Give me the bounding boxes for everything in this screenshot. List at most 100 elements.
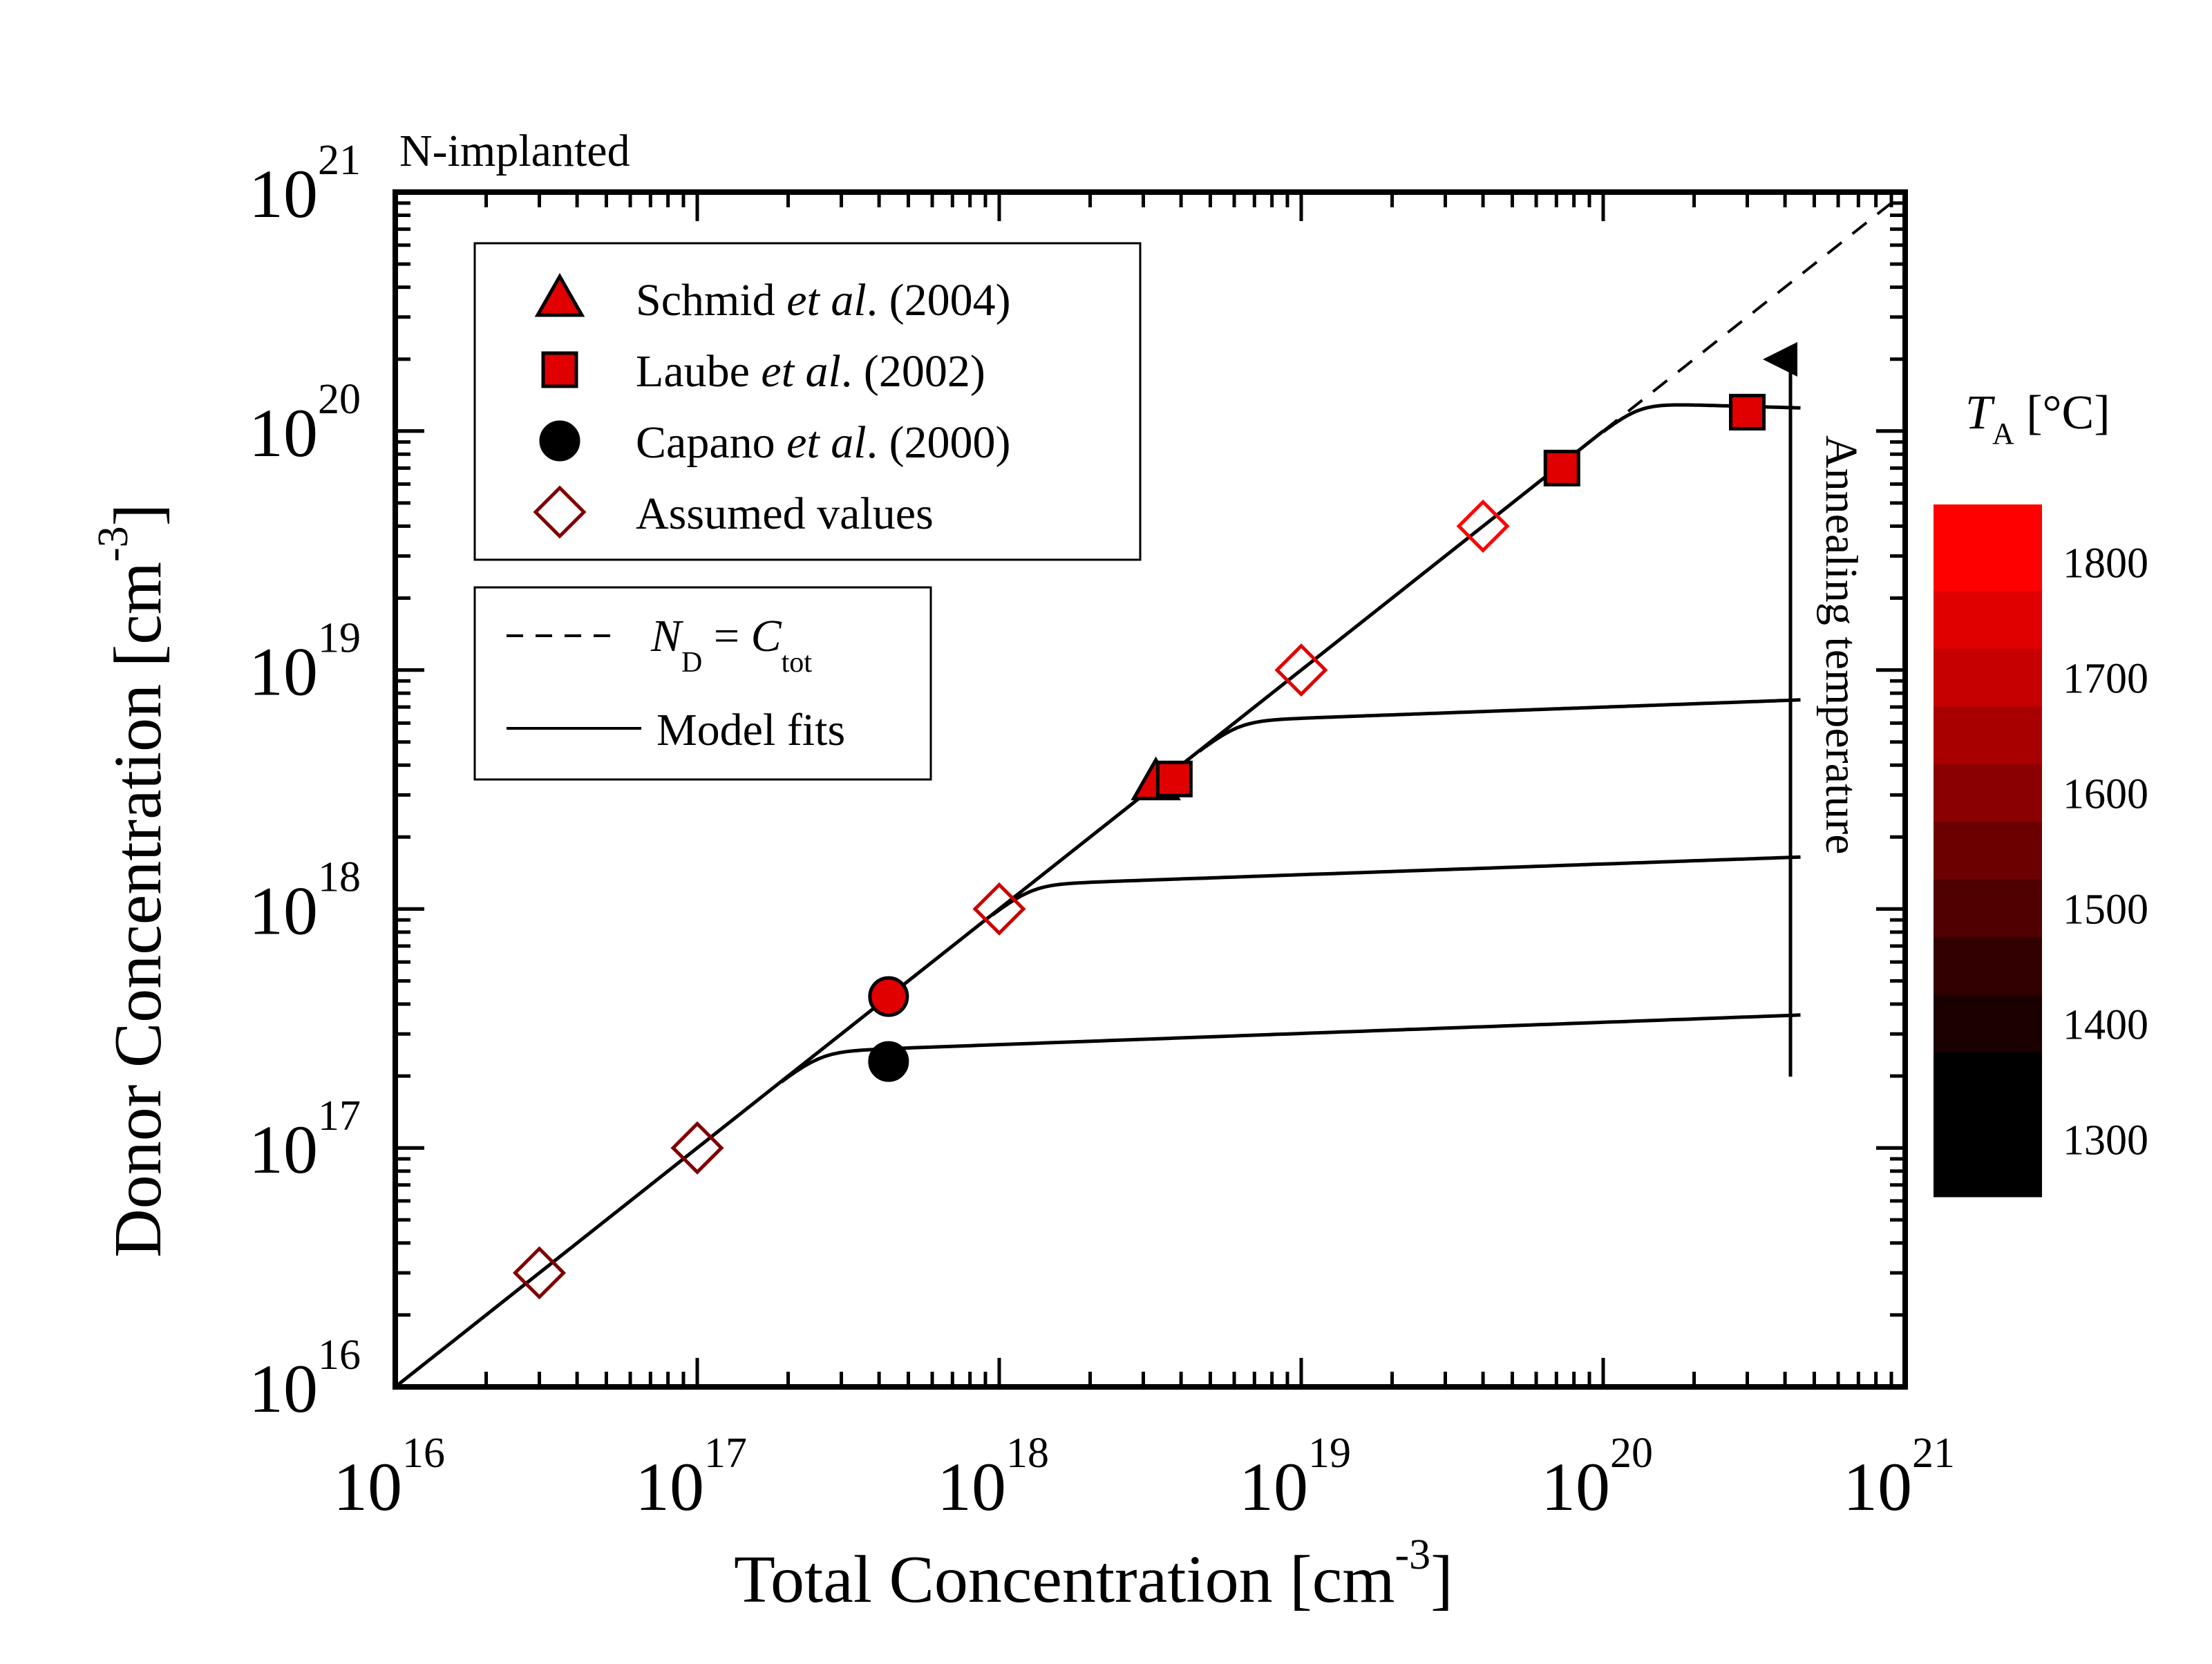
y-axis-label-sup: -3 [90, 526, 137, 562]
y-tick-label-base: 10 [249, 1350, 318, 1427]
x-tick-label: 1017 [635, 1430, 747, 1525]
x-tick-label-base: 10 [1541, 1448, 1610, 1525]
annealing-label: Annealing temperature [1816, 435, 1866, 855]
y-tick-label-exp: 20 [318, 376, 361, 423]
x-axis-label: Total Concentration [cm-3] [734, 1531, 1453, 1617]
x-tick-label: 1020 [1541, 1430, 1653, 1525]
legend-entry-label: Assumed values [636, 489, 934, 539]
x-axis-label-sup: -3 [1395, 1531, 1431, 1578]
legend-entry-label: Capano et al. (2000) [636, 417, 1011, 468]
legend-entry-label: Schmid et al. (2004) [636, 275, 1011, 325]
legend-entry-name: Assumed values [636, 489, 934, 539]
y-axis-label: Donor Concentration [cm-3] [90, 504, 176, 1258]
y-tick-label: 1017 [249, 1093, 361, 1188]
data-point-circle [868, 976, 909, 1017]
data-point-diamond-open [512, 1246, 567, 1300]
y-tick-label-base: 10 [249, 1111, 318, 1188]
x-tick-label: 1019 [1239, 1430, 1351, 1525]
data-point-circle [868, 1041, 909, 1082]
legend-entry-name: Laube [636, 346, 761, 397]
legend-solid-label: Model fits [656, 705, 845, 755]
data-point-diamond-open [670, 1121, 724, 1175]
nd-subscript: D [681, 647, 702, 679]
y-tick-label: 1016 [249, 1332, 361, 1427]
y-tick-label-base: 10 [249, 634, 318, 710]
ctot-subscript: tot [782, 647, 813, 679]
y-tick-label-base: 10 [249, 395, 318, 471]
legend-entry-etal: et al [761, 346, 840, 397]
x-tick-label-exp: 19 [1308, 1430, 1351, 1477]
y-tick-label-exp: 21 [318, 137, 361, 184]
x-tick-label: 1016 [333, 1430, 445, 1525]
x-tick-label-exp: 18 [1006, 1430, 1049, 1477]
data-point-diamond-open [972, 882, 1026, 936]
y-tick-label: 1019 [249, 615, 361, 710]
x-tick-label-base: 10 [1843, 1448, 1912, 1525]
ctot-symbol: C [751, 611, 782, 661]
nd-symbol: N [650, 611, 684, 661]
y-tick-label-exp: 17 [318, 1093, 361, 1140]
colorbar-band [1934, 504, 2042, 592]
colorbar-band [1934, 822, 2042, 880]
x-tick-label: 1021 [1843, 1430, 1955, 1525]
colorbar-tick-label: 1800 [2063, 540, 2148, 587]
data-point-diamond-open [1456, 499, 1510, 553]
legend-entry-etal: et al [786, 417, 866, 468]
colorbar-title: TA [°C] [1965, 386, 2110, 451]
y-tick-label-exp: 16 [318, 1332, 361, 1379]
legend-markers-box [473, 242, 1142, 561]
x-tick-label-base: 10 [333, 1448, 402, 1525]
colorbar-band [1934, 1052, 2042, 1198]
x-tick-label-base: 10 [1239, 1448, 1308, 1525]
plot-frame [393, 189, 1908, 1390]
data-point-square [1543, 449, 1580, 486]
legend-marker-circle [539, 420, 580, 462]
data-point-square [1155, 760, 1193, 797]
x-tick-label-exp: 16 [402, 1430, 445, 1477]
legend-entry-label: Laube et al. (2002) [636, 346, 985, 397]
legend-dashed-label: ND = Ctot [650, 611, 812, 679]
legend-entry-name: Capano [636, 417, 786, 468]
legend-lines-box [473, 586, 932, 781]
y-tick-label-base: 10 [249, 872, 318, 949]
y-tick-label: 1021 [249, 137, 361, 232]
legend-marker-triangle [534, 272, 585, 317]
x-tick-label-exp: 20 [1610, 1430, 1653, 1477]
colorbar-tick-label: 1400 [2063, 1002, 2148, 1049]
colorbar-band [1934, 879, 2042, 938]
colorbar-title-sub: A [1992, 417, 2014, 451]
colorbar-title-symbol: T [1965, 386, 1996, 439]
y-tick-label-base: 10 [249, 155, 318, 232]
colorbar-band [1934, 937, 2042, 996]
legend-entry-year: . (2004) [867, 275, 1011, 325]
model-fit-curve [1602, 403, 1801, 433]
legend-entry-year: . (2000) [867, 417, 1011, 468]
x-axis-label-end: ] [1430, 1542, 1453, 1617]
eq-sign: = [702, 611, 750, 661]
colorbar-band [1934, 994, 2042, 1053]
colorbar-tick-label: 1600 [2063, 771, 2148, 818]
colorbar-tick-label: 1300 [2063, 1117, 2148, 1164]
legend-entry-name: Schmid [636, 275, 786, 325]
colorbar-band [1934, 648, 2042, 707]
y-tick-label: 1020 [249, 376, 361, 471]
legend-marker-diamond-open [533, 485, 587, 539]
colorbar: TA [°C] 1800 1700 1600 1500 1400 1300 [1934, 386, 2148, 1198]
x-tick-label-base: 10 [635, 1448, 704, 1525]
model-fit-curve [1198, 698, 1801, 753]
x-tick-label-exp: 17 [704, 1430, 747, 1477]
ideal-line-dashed [1602, 192, 1905, 433]
colorbar-band [1934, 764, 2042, 822]
x-tick-label: 1018 [937, 1430, 1049, 1525]
model-fit-curve [991, 855, 1801, 917]
legend-entry-etal: et al [786, 275, 866, 325]
colorbar-band [1934, 591, 2042, 650]
chart-title: N-implanted [399, 126, 630, 176]
data-point-square [1729, 393, 1766, 431]
x-axis-label-text: Total Concentration [cm [734, 1542, 1395, 1617]
legend-lines: ND = Ctot Model fits [473, 586, 932, 781]
model-fit-curve [780, 1013, 1801, 1084]
y-axis-label-text: Donor Concentration [cm [101, 562, 176, 1258]
x-tick-label-exp: 21 [1912, 1430, 1955, 1477]
